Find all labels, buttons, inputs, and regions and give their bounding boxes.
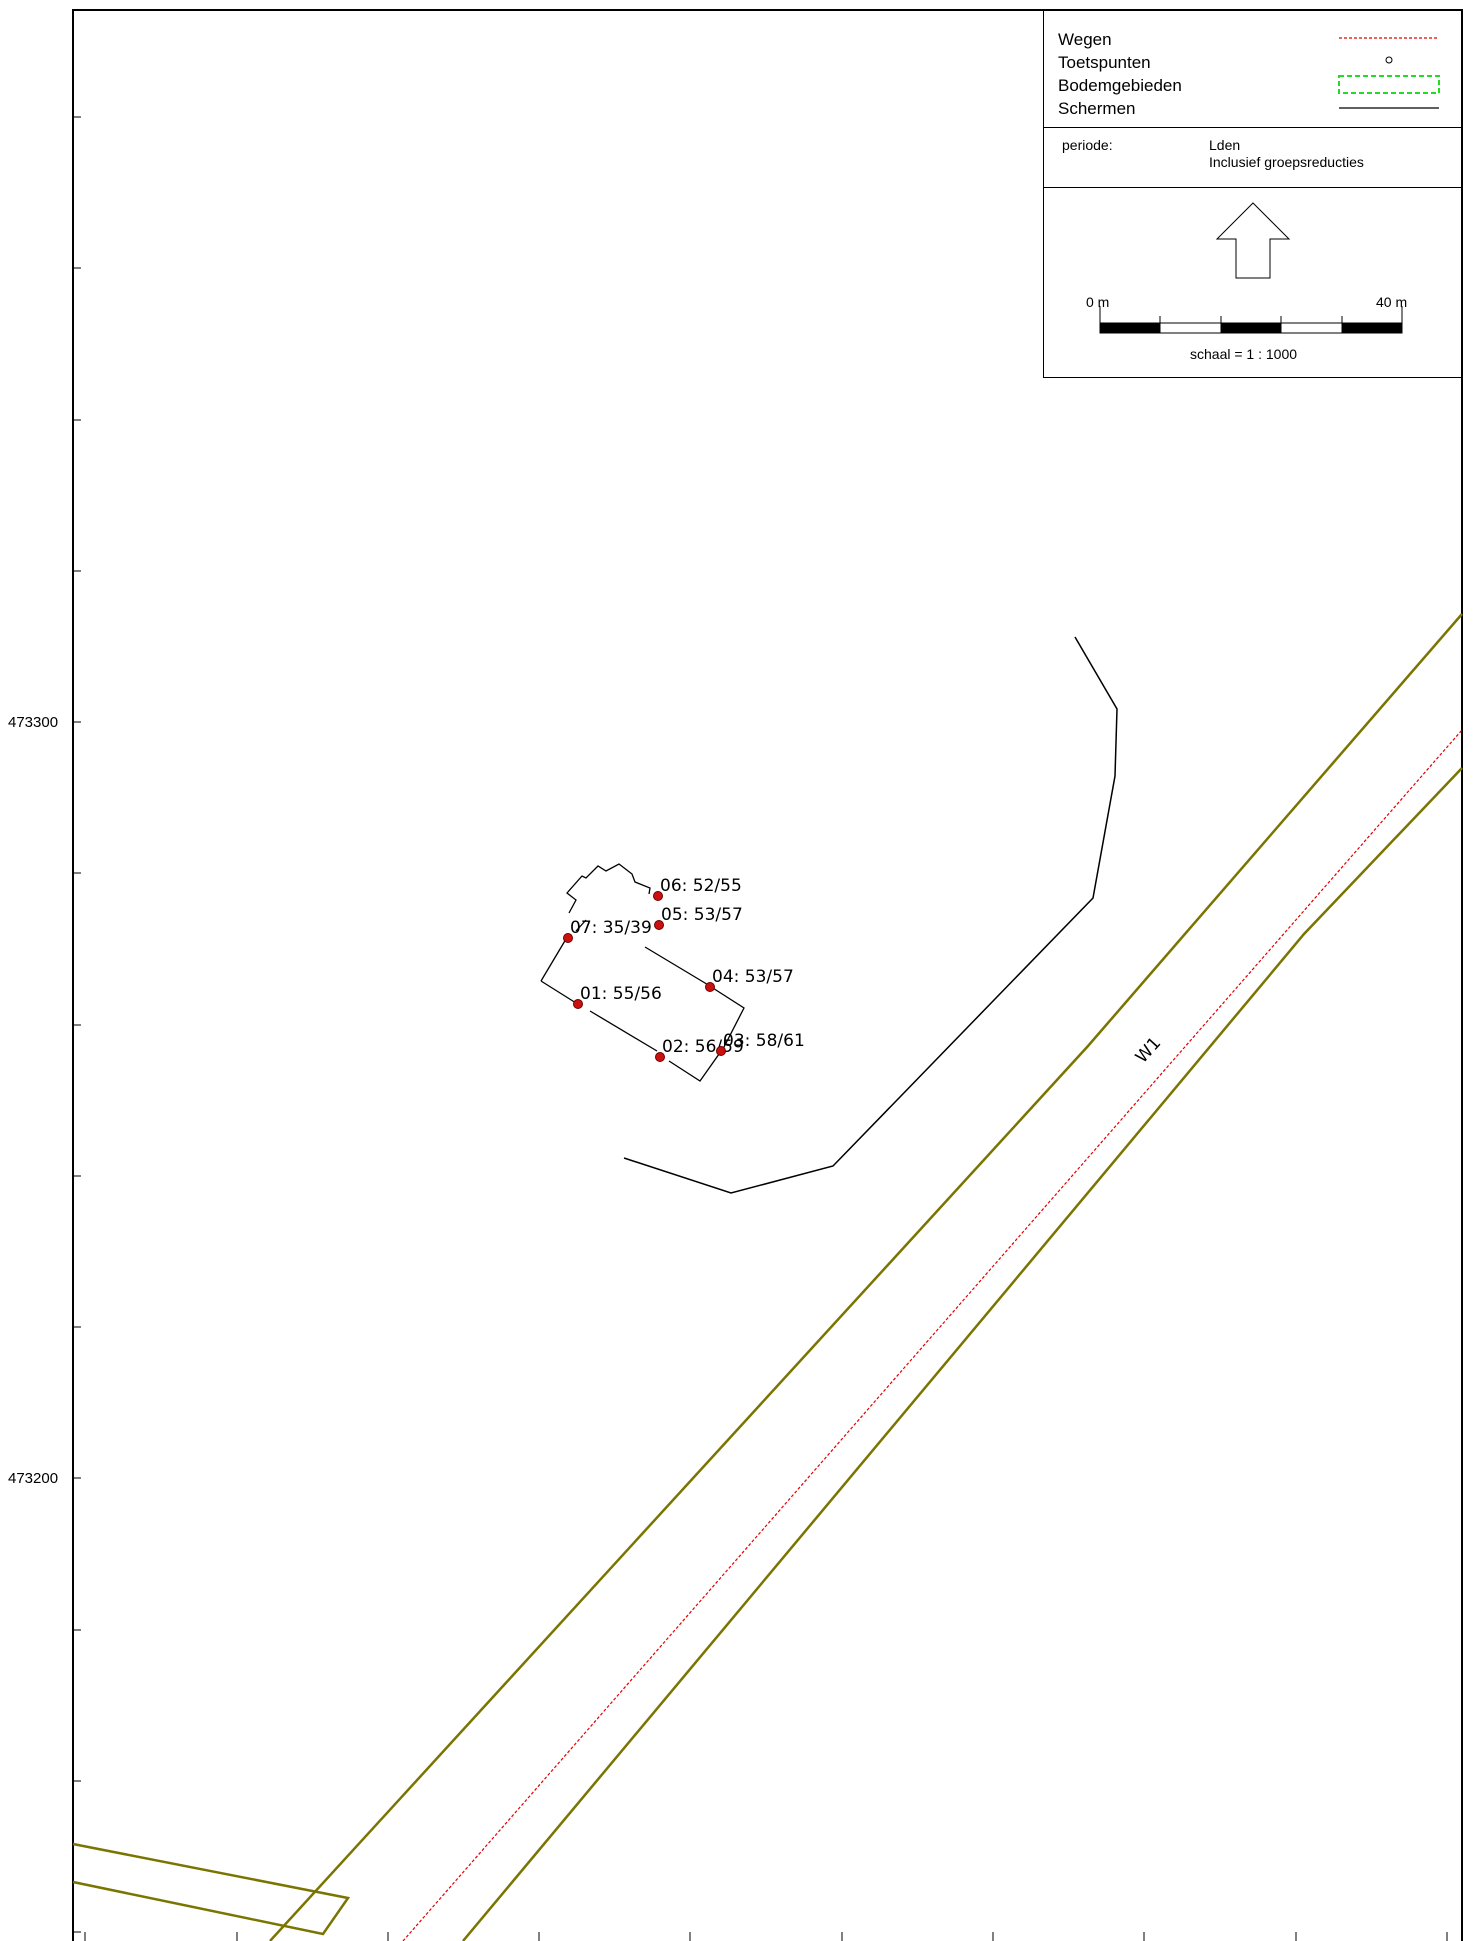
road-w1-line <box>402 729 1463 1941</box>
ground-area-side-strip <box>72 1842 351 1936</box>
test-point-marker <box>655 1052 665 1062</box>
x-axis-ticks <box>84 1932 1448 1941</box>
test-point-label: 07: 35/39 <box>570 918 652 938</box>
scale-bar <box>1099 306 1403 334</box>
y-label-473300: 473300 <box>8 714 59 731</box>
legend-label-bodemgebieden: Bodemgebieden <box>1058 76 1182 95</box>
legend-period-value: Lden <box>1209 137 1241 153</box>
map-frame <box>72 9 1463 1941</box>
test-point-label: 05: 53/57 <box>661 905 743 925</box>
scale-start-label: 0 m <box>1086 294 1110 310</box>
test-point-label: 04: 53/57 <box>712 967 794 987</box>
legend-ground-symbol <box>1338 75 1440 94</box>
legend-label-toetspunten: Toetspunten <box>1058 53 1151 72</box>
scale-end-label: 40 m <box>1376 294 1408 310</box>
north-arrow-icon <box>1215 202 1291 279</box>
test-point-marker <box>654 920 664 930</box>
scale-text: schaal = 1 : 1000 <box>1190 346 1298 362</box>
legend-label-schermen: Schermen <box>1058 99 1136 118</box>
test-point-label: 01: 55/56 <box>580 984 662 1004</box>
ground-area-road-south-edge <box>462 767 1463 1941</box>
ground-areas <box>72 613 1463 1941</box>
building-outline <box>540 863 745 1082</box>
test-point-marker <box>716 1046 726 1056</box>
y-axis-ticks <box>73 116 81 1933</box>
legend-divider-2 <box>1044 187 1461 188</box>
legend-label-wegen: Wegen <box>1058 30 1112 49</box>
legend-box: Wegen Toetspunten Bodemgebieden Schermen… <box>1043 10 1462 378</box>
screen-line <box>623 636 1118 1194</box>
legend-test-point-symbol <box>1385 56 1393 64</box>
test-point-label: 06: 52/55 <box>660 876 742 896</box>
ground-area-road-north-edge <box>269 613 1463 1941</box>
test-point-marker <box>563 933 573 943</box>
test-point-label: 03: 58/61 <box>723 1031 805 1051</box>
y-label-473200: 473200 <box>8 1470 59 1487</box>
legend-divider-1 <box>1044 127 1461 128</box>
road-w1-label: W1 <box>1132 1033 1165 1067</box>
legend-symbols <box>1338 37 1440 109</box>
legend-period-label: periode: <box>1062 137 1113 153</box>
test-point-marker <box>573 999 583 1009</box>
legend-period-note: Inclusief groepsreducties <box>1209 154 1364 170</box>
test-point-marker <box>653 891 663 901</box>
test-point-marker <box>705 982 715 992</box>
